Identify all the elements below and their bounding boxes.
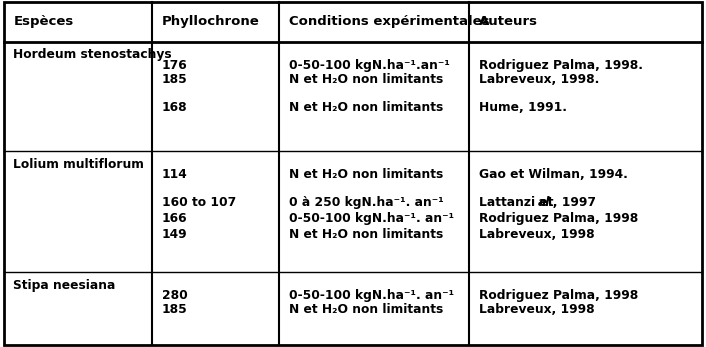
Text: 0-50-100 kgN.ha⁻¹. an⁻¹: 0-50-100 kgN.ha⁻¹. an⁻¹ <box>289 212 454 225</box>
Text: Lattanzi et: Lattanzi et <box>479 196 558 210</box>
Text: Lolium multiflorum: Lolium multiflorum <box>13 158 144 171</box>
Text: 149: 149 <box>162 228 187 241</box>
Text: N et H₂O non limitants: N et H₂O non limitants <box>289 168 443 181</box>
Text: Rodriguez Palma, 1998.: Rodriguez Palma, 1998. <box>479 59 643 72</box>
Text: 0-50-100 kgN.ha⁻¹. an⁻¹: 0-50-100 kgN.ha⁻¹. an⁻¹ <box>289 289 454 303</box>
Text: N et H₂O non limitants: N et H₂O non limitants <box>289 101 443 114</box>
Text: Auteurs: Auteurs <box>479 15 539 28</box>
Text: Rodriguez Palma, 1998: Rodriguez Palma, 1998 <box>479 212 639 225</box>
Text: 185: 185 <box>162 303 187 316</box>
Text: 114: 114 <box>162 168 187 181</box>
Text: Conditions expérimentales: Conditions expérimentales <box>289 15 489 28</box>
Text: Labreveux, 1998.: Labreveux, 1998. <box>479 73 600 86</box>
Text: Hordeum stenostachys: Hordeum stenostachys <box>13 48 172 61</box>
Text: 176: 176 <box>162 59 187 72</box>
Text: Labreveux, 1998: Labreveux, 1998 <box>479 303 595 316</box>
Text: Espèces: Espèces <box>13 15 73 28</box>
Text: Hume, 1991.: Hume, 1991. <box>479 101 568 114</box>
Text: 168: 168 <box>162 101 187 114</box>
Text: N et H₂O non limitants: N et H₂O non limitants <box>289 73 443 86</box>
Text: 166: 166 <box>162 212 187 225</box>
Text: N et H₂O non limitants: N et H₂O non limitants <box>289 303 443 316</box>
Text: 160 to 107: 160 to 107 <box>162 196 236 210</box>
Text: 280: 280 <box>162 289 187 303</box>
Text: Gao et Wilman, 1994.: Gao et Wilman, 1994. <box>479 168 628 181</box>
Text: Stipa neesiana: Stipa neesiana <box>13 279 116 292</box>
Text: Rodriguez Palma, 1998: Rodriguez Palma, 1998 <box>479 289 639 303</box>
Text: al: al <box>538 196 551 210</box>
Text: 0-50-100 kgN.ha⁻¹.an⁻¹: 0-50-100 kgN.ha⁻¹.an⁻¹ <box>289 59 450 72</box>
Text: N et H₂O non limitants: N et H₂O non limitants <box>289 228 443 241</box>
Text: ., 1997: ., 1997 <box>548 196 596 210</box>
Text: 185: 185 <box>162 73 187 86</box>
Text: Phyllochrone: Phyllochrone <box>162 15 259 28</box>
Text: 0 à 250 kgN.ha⁻¹. an⁻¹: 0 à 250 kgN.ha⁻¹. an⁻¹ <box>289 196 443 210</box>
Text: Labreveux, 1998: Labreveux, 1998 <box>479 228 595 241</box>
